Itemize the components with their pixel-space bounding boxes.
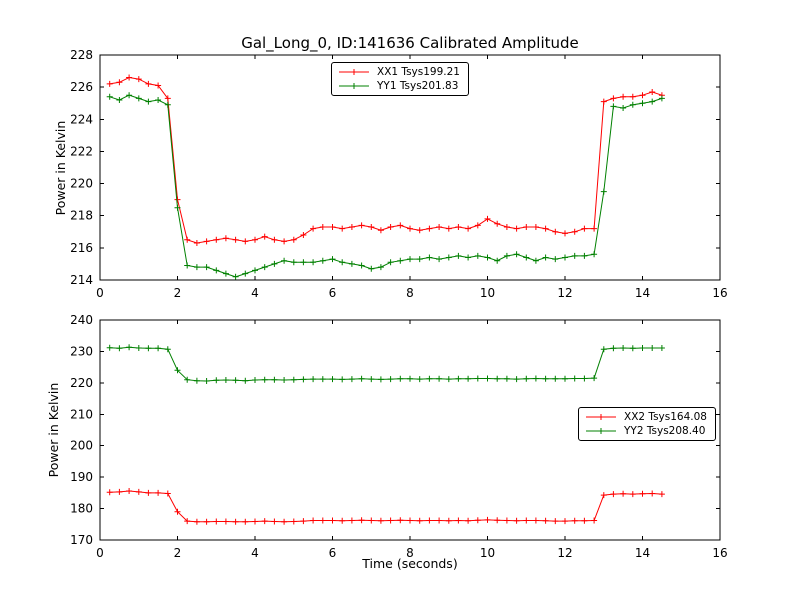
y-tick-label: 240 <box>70 313 93 327</box>
y-tick-label: 224 <box>70 112 93 126</box>
x-tick-label: 0 <box>96 546 104 560</box>
series-line <box>109 346 662 382</box>
legend-line-sample <box>339 83 369 89</box>
legend-top: XX1 Tsys199.21 YY1 Tsys201.83 <box>331 62 469 96</box>
x-tick-label: 2 <box>174 286 182 300</box>
y-tick-label: 170 <box>70 533 93 547</box>
legend-bottom: XX2 Tsys164.08 YY2 Tsys208.40 <box>578 407 716 441</box>
y-tick-label: 214 <box>70 273 93 287</box>
y-tick-label: 216 <box>70 241 93 255</box>
legend-label: YY2 Tsys208.40 <box>624 425 706 437</box>
series-markers <box>106 344 665 384</box>
x-tick-label: 10 <box>480 546 495 560</box>
legend-entry: XX1 Tsys199.21 <box>337 66 460 78</box>
x-tick-label: 14 <box>635 286 650 300</box>
series-markers <box>106 488 665 525</box>
y-tick-label: 228 <box>70 48 93 62</box>
y-tick-label: 220 <box>70 177 93 191</box>
x-tick-label: 10 <box>480 286 495 300</box>
series-markers <box>106 92 665 280</box>
x-tick-label: 2 <box>174 546 182 560</box>
y-tick-label: 190 <box>70 470 93 484</box>
x-tick-label: 8 <box>406 286 414 300</box>
x-tick-label: 6 <box>329 286 337 300</box>
x-tick-label: 14 <box>635 546 650 560</box>
series-line <box>109 490 662 523</box>
x-tick-label: 16 <box>712 546 727 560</box>
y-tick-label: 220 <box>70 376 93 390</box>
series-markers <box>106 74 665 246</box>
series-line <box>109 76 663 244</box>
y-tick-label: 200 <box>70 439 93 453</box>
series-line <box>109 94 663 278</box>
y-tick-label: 218 <box>70 209 93 223</box>
y-tick-label: 230 <box>70 344 93 358</box>
x-tick-label: 4 <box>251 546 259 560</box>
legend-line-sample <box>586 414 616 420</box>
legend-entry: YY1 Tsys201.83 <box>337 80 460 92</box>
x-tick-label: 12 <box>557 546 572 560</box>
legend-line-sample <box>586 428 616 434</box>
legend-label: XX2 Tsys164.08 <box>624 411 707 423</box>
legend-line-sample <box>339 69 369 75</box>
y-tick-label: 180 <box>70 502 93 516</box>
x-tick-label: 16 <box>712 286 727 300</box>
legend-entry: XX2 Tsys164.08 <box>584 411 707 423</box>
x-tick-label: 12 <box>557 286 572 300</box>
y-tick-label: 226 <box>70 80 93 94</box>
legend-label: YY1 Tsys201.83 <box>377 80 459 92</box>
legend-label: XX1 Tsys199.21 <box>377 66 460 78</box>
x-tick-label: 4 <box>251 286 259 300</box>
x-tick-label: 8 <box>406 546 414 560</box>
chart-title: Gal_Long_0, ID:141636 Calibrated Amplitu… <box>241 34 579 52</box>
x-tick-label: 6 <box>329 546 337 560</box>
xlabel-bottom: Time (seconds) <box>362 556 458 571</box>
y-tick-label: 222 <box>70 144 93 158</box>
x-tick-label: 0 <box>96 286 104 300</box>
legend-entry: YY2 Tsys208.40 <box>584 425 707 437</box>
y-tick-label: 210 <box>70 407 93 421</box>
